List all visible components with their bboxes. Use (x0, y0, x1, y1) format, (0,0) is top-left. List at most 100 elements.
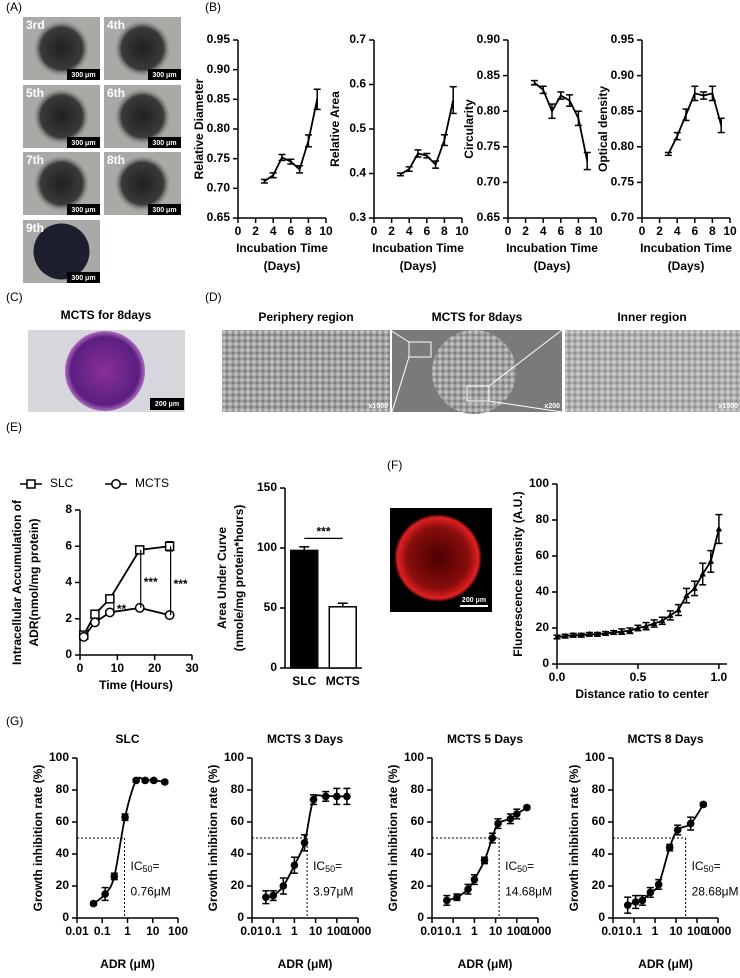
error-bar (530, 79, 538, 86)
x-tick-label: 100 (168, 924, 188, 938)
x-tick-label: 1.0 (711, 670, 728, 684)
marker (300, 839, 309, 847)
x-tick-label: 100 (687, 924, 707, 938)
x-tick-label: 1 (291, 924, 298, 938)
marker (513, 810, 521, 818)
marker (470, 875, 479, 884)
x-tick-label: 2 (388, 224, 395, 238)
x-axis-label: ADR (μM) (458, 957, 513, 971)
significance-label: *** (316, 525, 330, 539)
marker (594, 630, 601, 637)
marker (561, 632, 569, 639)
data-line (446, 806, 528, 902)
y-axis-label: Relative Diameter (192, 78, 206, 179)
y-tick-label: 80 (231, 782, 245, 796)
marker (480, 856, 489, 865)
error-bar (691, 85, 699, 102)
y-tick-label: 0.85 (477, 68, 501, 82)
marker (553, 633, 561, 640)
x-tick-label: 10 (669, 924, 683, 938)
marker (578, 631, 585, 638)
x-axis-label: ADR (μM) (100, 957, 155, 971)
sem-images (222, 329, 740, 414)
marker (650, 620, 658, 626)
y-tick-label: 80 (411, 782, 425, 796)
scale-bar-label: 300 μm (71, 72, 95, 79)
marker (699, 800, 708, 809)
y-tick-label: 6 (65, 538, 72, 552)
marker (26, 479, 36, 489)
marker (523, 803, 531, 812)
error-bar (574, 110, 582, 127)
magnification: x200 (544, 403, 560, 410)
marker (665, 843, 674, 852)
x-tick-label: 0.1 (445, 924, 462, 938)
error-bar (717, 117, 725, 134)
y-tick-label: 0.95 (207, 32, 231, 46)
magnification: x1500 (719, 403, 739, 410)
marker (121, 813, 129, 821)
spheroid (33, 223, 90, 280)
x-axis-label: Distance ratio to center (575, 687, 709, 701)
marker (443, 896, 451, 905)
ic50-prefix: IC (313, 859, 325, 873)
error-bar (548, 103, 556, 120)
scale-bar-label: 300 μm (71, 207, 95, 214)
marker (164, 541, 175, 551)
x-tick-label: 10 (489, 924, 503, 938)
x-axis-label: (Days) (534, 259, 571, 273)
error-bar (440, 134, 448, 147)
x-tick-label: 0 (77, 661, 84, 675)
marker (610, 629, 617, 635)
y-tick-label: 80 (536, 512, 550, 526)
x-tick-label: 0 (235, 224, 242, 238)
y-tick-label: 0.70 (207, 181, 231, 195)
marker (683, 592, 690, 599)
x-tick-label: 0.5 (630, 670, 647, 684)
x-tick-label: 0.01 (240, 924, 264, 938)
x-tick-label: 4 (270, 224, 277, 238)
y-axis-label: Circularity (462, 99, 476, 159)
y-tick-label: 100 (404, 750, 424, 764)
y-axis-label: Growth inhibition rate (%) (31, 765, 45, 912)
x-tick-label: 1000 (345, 924, 372, 938)
chart-title: MCTS 3 Days (267, 732, 343, 746)
marker (631, 898, 640, 906)
marker (638, 896, 647, 905)
marker (464, 885, 472, 893)
x-tick-label: 1000 (525, 924, 552, 938)
scale-bar-label: 200 μm (155, 401, 179, 408)
scale-bar-box (67, 204, 100, 215)
x-axis-label: Incubation Time (506, 241, 598, 255)
ic50-subscript: 50 (325, 864, 335, 874)
marker (494, 819, 502, 828)
y-tick-label: 0 (65, 647, 72, 661)
x-tick-label: 0 (371, 224, 378, 238)
panel-label: (C) (6, 290, 23, 304)
marker (602, 629, 609, 636)
scale-bar-label: 300 μm (152, 140, 176, 147)
y-tick-label: 0.65 (207, 210, 231, 224)
image-title: MCTS for 8days (432, 310, 523, 324)
marker (290, 861, 299, 869)
x-tick-label: 10 (589, 224, 603, 238)
y-tick-label: 0 (417, 910, 424, 924)
marker (141, 776, 149, 785)
marker (623, 901, 632, 909)
y-tick-label: 0.85 (207, 92, 231, 106)
panel-label: (D) (205, 290, 222, 304)
error-bar (269, 172, 277, 179)
error-bar (396, 172, 404, 177)
marker (586, 630, 593, 637)
x-tick-label: 10 (319, 224, 333, 238)
image-title: MCTS for 8days (61, 308, 152, 322)
y-tick-label: 20 (231, 878, 245, 892)
legend-label: SLC (50, 476, 74, 490)
chart-title: MCTS 8 Days (627, 732, 703, 746)
marker (654, 880, 663, 889)
significance-label: ** (117, 602, 127, 616)
y-tick-label: 40 (56, 846, 70, 860)
tile-label: 4th (107, 18, 125, 32)
data-line (263, 99, 319, 182)
